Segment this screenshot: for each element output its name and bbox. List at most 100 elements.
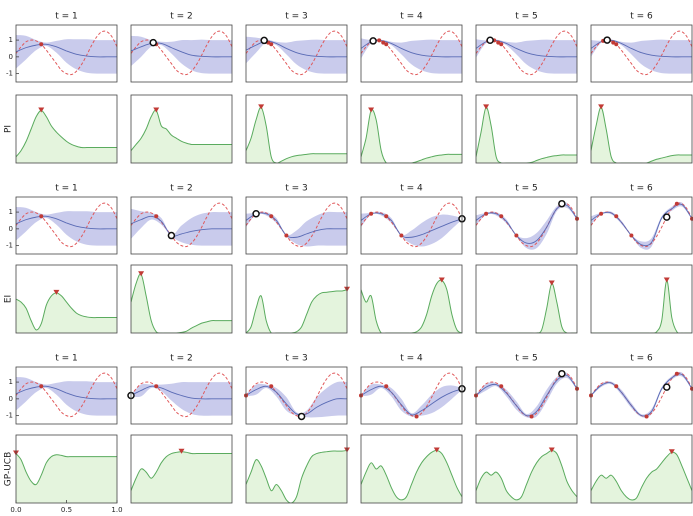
panel-title: t = 4 xyxy=(400,12,423,22)
acquisition-area xyxy=(591,452,692,503)
panel-title: t = 1 xyxy=(55,184,78,194)
panel-title: t = 4 xyxy=(400,354,423,364)
gp-panel xyxy=(361,202,462,248)
confidence-band xyxy=(16,35,117,74)
panel-frame xyxy=(475,264,578,334)
acquisition-area xyxy=(131,110,232,163)
observation xyxy=(384,42,389,47)
panel-frame xyxy=(590,434,693,504)
acquisition-line xyxy=(246,289,347,333)
panel-frame xyxy=(130,434,233,504)
panel-frame xyxy=(360,366,463,425)
observation xyxy=(484,211,489,216)
panel-frame xyxy=(590,264,693,334)
panel-frame xyxy=(360,24,463,83)
observation xyxy=(39,384,44,389)
panel-frame xyxy=(130,94,233,164)
acquisition-area xyxy=(246,289,347,333)
panel-frame xyxy=(15,24,118,83)
mean-line xyxy=(16,385,117,400)
latest-observation xyxy=(663,383,671,391)
observation xyxy=(644,414,649,419)
objective-line xyxy=(361,372,462,418)
acquisition-area xyxy=(476,450,577,503)
confidence-band xyxy=(361,38,462,74)
confidence-band xyxy=(16,377,117,416)
acquisition-panel xyxy=(361,109,462,163)
observation xyxy=(499,42,504,47)
observation xyxy=(284,233,289,238)
mean-line xyxy=(246,212,347,239)
objective-line xyxy=(16,372,117,418)
panel-frame xyxy=(590,196,693,255)
mean-line xyxy=(361,212,462,238)
objective-line xyxy=(131,202,232,248)
acquisition-line xyxy=(246,106,347,163)
y-tick-label: -1 xyxy=(6,412,13,420)
observation xyxy=(384,384,389,389)
y-tick-label: -1 xyxy=(6,242,13,250)
latest-observation xyxy=(297,412,306,421)
objective-line xyxy=(476,372,577,418)
confidence-band xyxy=(131,381,232,416)
y-tick-label: 0 xyxy=(9,53,13,61)
acquisition-panel xyxy=(131,451,232,503)
latest-observation xyxy=(252,210,260,218)
mean-line xyxy=(16,43,117,58)
panel-frame xyxy=(245,434,348,504)
panel-frame xyxy=(130,24,233,83)
panel-frame xyxy=(15,366,118,425)
panel-frame xyxy=(360,264,463,334)
mean-line xyxy=(131,385,232,400)
confidence-band xyxy=(246,381,347,418)
gp-panel xyxy=(131,372,232,418)
mean-line xyxy=(246,385,347,416)
panel-frame xyxy=(245,94,348,164)
y-tick-label: 1 xyxy=(9,208,13,216)
row-label: EI xyxy=(4,295,14,303)
panel-title: t = 5 xyxy=(515,184,538,194)
observation xyxy=(614,384,619,389)
panel-frame xyxy=(360,434,463,504)
mean-line xyxy=(591,373,692,417)
x-tick-label: 1.0 xyxy=(111,506,122,514)
acquisition-area xyxy=(246,107,347,163)
panel-frame xyxy=(130,264,233,334)
observation xyxy=(269,384,274,389)
panel-frame xyxy=(15,264,118,334)
panel-frame xyxy=(360,94,463,164)
panel-frame xyxy=(475,434,578,504)
acquisition-panel xyxy=(591,451,692,503)
observation xyxy=(414,414,419,419)
acquisition-panel xyxy=(131,273,232,333)
mean-line xyxy=(591,203,692,247)
acquisition-line xyxy=(361,109,462,163)
acquisition-panel xyxy=(16,292,117,333)
gp-panel xyxy=(16,202,117,248)
observation xyxy=(674,201,679,206)
acquisition-line xyxy=(361,279,462,333)
gp-panel xyxy=(246,202,347,248)
observation xyxy=(381,40,386,45)
observation xyxy=(599,211,604,216)
acquisition-max xyxy=(668,449,675,455)
acquisition-panel xyxy=(16,109,117,163)
acquisition-panel xyxy=(591,279,692,333)
mean-line xyxy=(476,204,577,244)
confidence-band xyxy=(591,39,692,74)
acquisition-panel xyxy=(361,449,462,503)
y-tick-label: -1 xyxy=(6,70,13,78)
acquisition-area xyxy=(476,283,577,333)
acquisition-area xyxy=(131,273,232,333)
confidence-band xyxy=(131,35,232,74)
observation xyxy=(154,214,159,219)
row-label: GP-UCB xyxy=(4,452,14,487)
y-tick-label: 1 xyxy=(9,378,13,386)
acquisition-panel xyxy=(476,106,577,163)
acquisition-panel xyxy=(476,283,577,333)
panel-frame xyxy=(15,94,118,164)
acquisition-area xyxy=(476,107,577,163)
latest-observation xyxy=(603,36,611,44)
acquisition-line xyxy=(16,453,117,486)
